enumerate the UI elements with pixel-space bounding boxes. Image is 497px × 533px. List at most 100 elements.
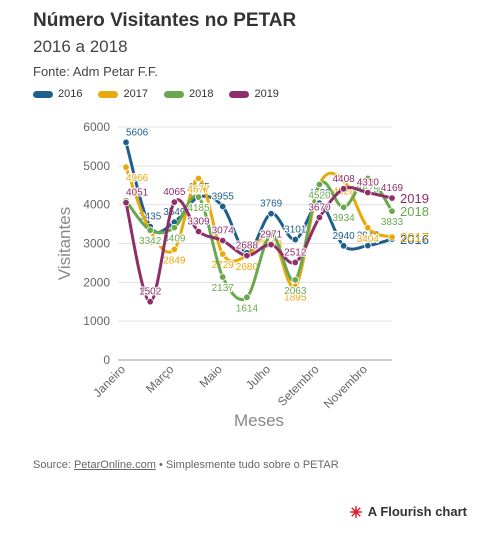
data-point[interactable] [122,163,130,171]
data-label: 4408 [333,174,356,185]
y-tick-label: 5000 [83,159,110,173]
chart-subtitle: 2016 a 2018 [33,37,128,56]
data-label: 3342 [139,236,162,247]
legend-swatch [229,90,250,98]
data-label: 2971 [260,230,283,241]
data-label: 2680 [236,262,259,273]
legend-item-2018[interactable]: 2018 [163,88,213,100]
data-point[interactable] [291,235,299,244]
data-label: 2688 [236,241,259,252]
data-label: 2137 [212,283,235,294]
legend-item-2017[interactable]: 2017 [98,88,148,100]
data-label: 2849 [163,255,186,266]
data-label: 4310 [357,178,380,189]
data-point[interactable] [339,242,348,250]
line-chart: 0 1000 2000 3000 4000 5000 6000 Janeiro Março Mai… [55,120,429,430]
data-label: 1502 [139,287,162,298]
data-point[interactable] [194,174,203,183]
y-tick-label: 2000 [83,275,110,289]
data-point[interactable] [364,188,372,197]
data-label: 3670 [308,202,331,213]
y-tick-label: 6000 [83,120,110,134]
data-point[interactable] [267,231,275,239]
data-point[interactable] [243,293,251,302]
data-point[interactable] [122,198,130,207]
data-point[interactable] [146,297,154,306]
data-point[interactable] [315,213,324,222]
data-point[interactable] [364,224,372,232]
data-point[interactable] [170,245,179,254]
x-axis-title: Meses [234,411,284,430]
chart-source-note: Fonte: Adm Petar F.F. [33,64,158,79]
data-label: 4039 [308,188,331,199]
legend-item-2016[interactable]: 2016 [33,88,82,100]
data-point[interactable] [243,251,251,260]
data-point[interactable] [291,258,299,267]
data-point[interactable] [388,194,396,202]
legend-item-2019[interactable]: 2019 [229,88,279,100]
y-tick-label: 3000 [83,237,110,251]
y-tick-label: 4000 [83,198,110,212]
series-end-label: 2016 [400,232,429,247]
data-point[interactable] [315,199,324,207]
x-tick-label: Novembro [321,362,370,411]
data-point[interactable] [364,174,372,183]
data-point[interactable] [339,176,348,185]
data-label: 3955 [212,191,235,202]
data-label: 2512 [284,247,307,258]
data-label: 3404 [357,234,380,245]
data-point[interactable] [219,202,227,211]
data-point[interactable] [170,223,179,232]
data-point[interactable] [267,240,275,249]
data-point[interactable] [364,241,372,250]
data-point[interactable] [267,209,275,218]
data-label: 3769 [260,199,283,210]
data-point[interactable] [388,233,396,241]
data-point[interactable] [146,226,154,234]
x-tick-label: Julho [243,362,273,392]
data-label: 2940 [333,231,356,242]
data-label: 3324 [139,237,162,248]
y-tick-label: 0 [103,353,110,367]
x-tick-label: Maio [197,362,226,391]
data-label: 3074 [212,226,235,237]
data-label: 4169 [381,183,404,194]
data-point[interactable] [170,198,179,206]
legend: 2016 2017 2018 2019 [33,88,279,100]
data-label: 3833 [381,217,404,228]
y-tick-label: 1000 [83,314,110,328]
data-label: 4051 [126,188,149,199]
data-point[interactable] [194,227,203,236]
data-point[interactable] [122,138,130,147]
data-label: 2729 [212,260,235,271]
data-point[interactable] [339,185,348,193]
legend-swatch [163,90,184,98]
series-2018: 3342340941852137161420634520393446753833… [122,174,429,315]
data-point[interactable] [388,207,396,215]
x-tick-label: Janeiro [90,362,128,400]
y-axis-title: Visitantes [55,207,74,280]
data-label: 4065 [163,187,186,198]
source-link[interactable]: PetarOnline.com [73,459,156,471]
chart-title: Número Visitantes no PETAR [33,10,297,31]
flourish-star-icon [349,505,362,518]
data-point[interactable] [219,236,227,245]
source-description: • Simplesmente tudo sobre o PETAR [155,459,339,471]
data-point[interactable] [315,180,324,189]
data-point[interactable] [219,250,227,258]
data-label: 3101 [284,225,307,236]
data-point[interactable] [291,276,299,284]
data-point[interactable] [339,203,348,211]
data-label: 3409 [163,234,186,245]
source-prefix: Source: [33,459,74,471]
brand-label: A Flourish chart [367,504,467,519]
data-label: 1895 [284,292,307,303]
data-point[interactable] [194,193,203,201]
data-point[interactable] [219,273,227,281]
flourish-brand[interactable]: A Flourish chart [349,504,467,519]
series-end-label: 2018 [400,204,429,219]
legend-label: 2019 [254,88,279,100]
data-label: 2063 [284,286,307,297]
legend-label: 2016 [58,88,83,100]
